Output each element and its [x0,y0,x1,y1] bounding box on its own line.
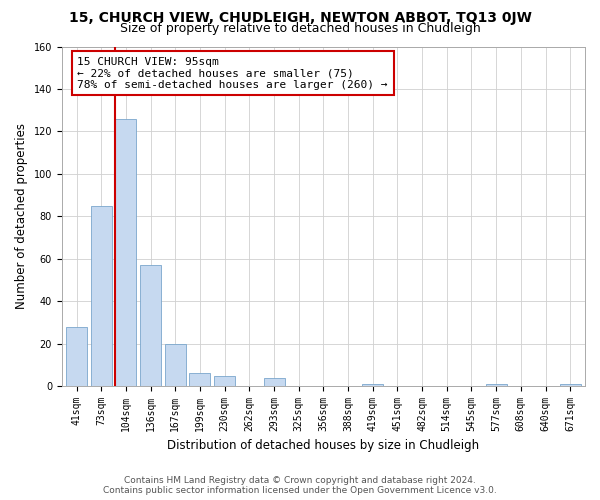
Bar [560,384,581,386]
Text: 15 CHURCH VIEW: 95sqm
← 22% of detached houses are smaller (75)
78% of semi-deta: 15 CHURCH VIEW: 95sqm ← 22% of detached … [77,56,388,90]
Bar [165,344,186,386]
Bar [115,118,136,386]
Bar [263,378,284,386]
Bar [190,374,211,386]
Bar [362,384,383,386]
Bar [91,206,112,386]
Bar [66,326,87,386]
X-axis label: Distribution of detached houses by size in Chudleigh: Distribution of detached houses by size … [167,440,479,452]
Bar [214,376,235,386]
Bar [140,265,161,386]
Text: Contains HM Land Registry data © Crown copyright and database right 2024.
Contai: Contains HM Land Registry data © Crown c… [103,476,497,495]
Bar [485,384,506,386]
Text: 15, CHURCH VIEW, CHUDLEIGH, NEWTON ABBOT, TQ13 0JW: 15, CHURCH VIEW, CHUDLEIGH, NEWTON ABBOT… [68,11,532,25]
Y-axis label: Number of detached properties: Number of detached properties [15,124,28,310]
Text: Size of property relative to detached houses in Chudleigh: Size of property relative to detached ho… [119,22,481,35]
